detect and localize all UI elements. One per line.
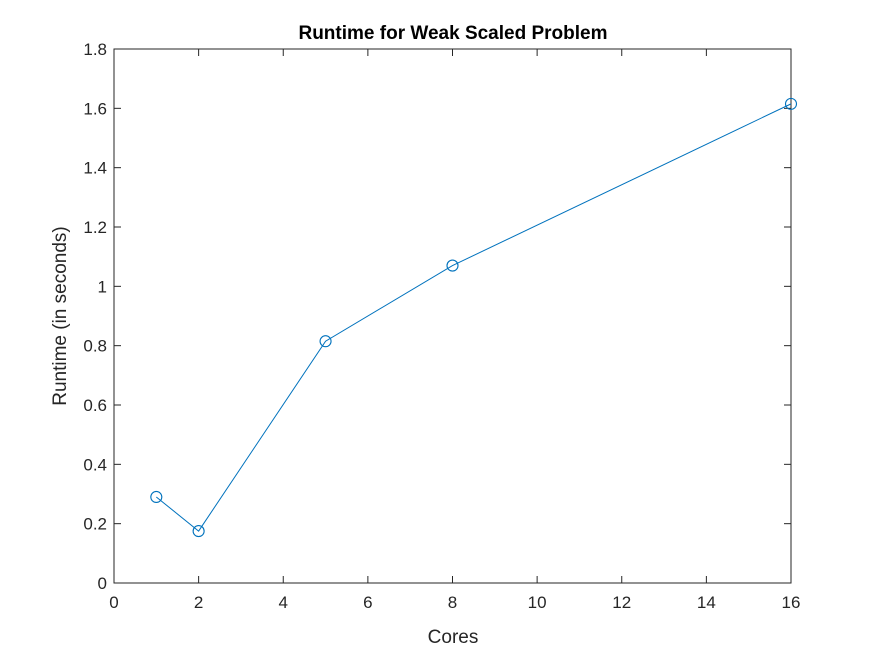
data-point [784, 97, 798, 110]
data-point [446, 259, 459, 272]
x-axis-label: Cores [428, 627, 479, 648]
y-tick-label: 0 [98, 574, 107, 593]
y-axis-label: Runtime (in seconds) [50, 226, 71, 406]
y-tick-label: 1.4 [83, 159, 107, 178]
y-tick-label: 1.2 [83, 218, 107, 237]
data-point [150, 490, 163, 504]
y-axis: 0 0.2 0.4 0.6 0.8 1 1.2 1.4 1.6 1.8 [83, 40, 791, 593]
y-tick-label: 0.6 [83, 396, 107, 415]
x-axis: 0 2 4 6 8 10 12 14 16 [109, 49, 800, 612]
y-tick-label: 1 [98, 277, 107, 296]
x-tick-label: 8 [448, 593, 457, 612]
x-tick-label: 6 [363, 593, 372, 612]
series-group [150, 97, 798, 538]
series-line [155, 103, 792, 532]
y-tick-label: 0.8 [83, 337, 107, 356]
data-point [192, 525, 205, 538]
y-tick-label: 0.4 [83, 455, 107, 474]
plot-frame [113, 48, 792, 584]
chart-title: Runtime for Weak Scaled Problem [298, 23, 607, 44]
x-tick-label: 16 [782, 593, 801, 612]
y-tick-label: 0.2 [83, 515, 107, 534]
x-tick-label: 14 [697, 593, 716, 612]
x-tick-label: 0 [109, 593, 118, 612]
y-tick-label: 1.6 [83, 99, 107, 118]
data-point [319, 335, 332, 348]
x-tick-label: 10 [528, 593, 547, 612]
y-tick-label: 1.8 [83, 40, 107, 59]
x-tick-label: 4 [279, 593, 288, 612]
x-tick-label: 12 [612, 593, 631, 612]
x-tick-label: 2 [194, 593, 203, 612]
